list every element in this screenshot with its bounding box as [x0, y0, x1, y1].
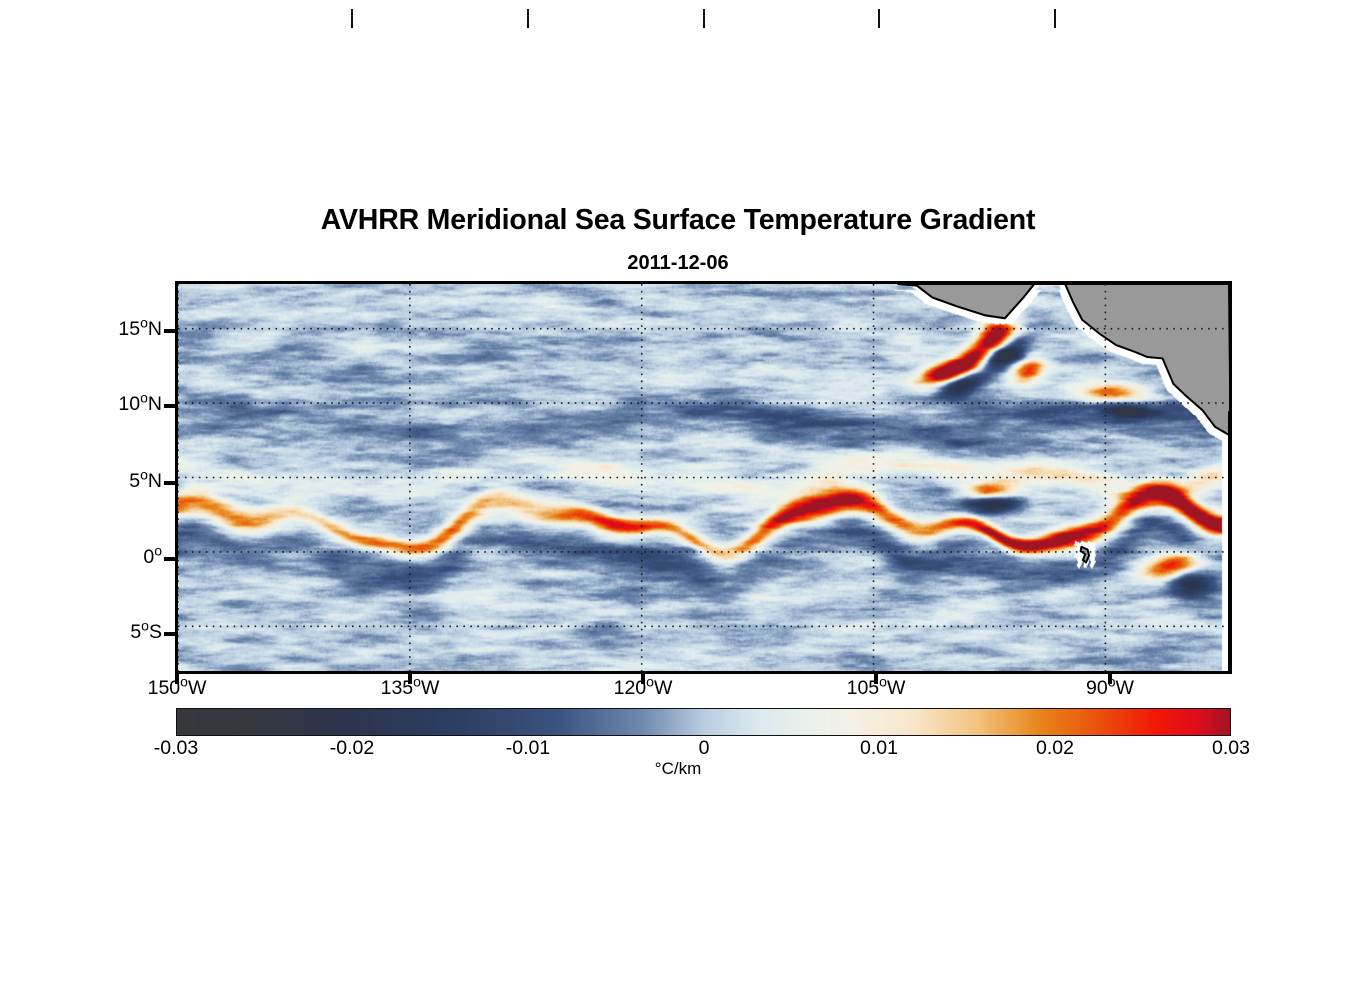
x-tick-mark	[874, 671, 878, 684]
colorbar-gradient	[176, 708, 1231, 736]
x-tick-mark	[1108, 671, 1112, 684]
y-tick-mark	[164, 632, 178, 636]
x-tick-label--120: 120oW	[613, 673, 673, 699]
y-tick-mark	[164, 481, 178, 485]
map-plot-area[interactable]	[175, 281, 1232, 674]
colorbar-tick-mark	[878, 9, 880, 28]
y-tick-label--5: 5oS	[130, 617, 162, 643]
colorbar-tick-label: 0.03	[1212, 737, 1250, 759]
y-tick-mark	[164, 329, 178, 333]
colorbar-tick-label: 0.02	[1036, 737, 1074, 759]
figure-date-subtitle: 2011-12-06	[627, 252, 729, 274]
colorbar-tick-label: -0.03	[153, 737, 199, 759]
y-tick-label-10: 10oN	[118, 389, 162, 415]
colorbar-units-label: °C/km	[654, 759, 702, 778]
y-tick-label-5: 5oN	[129, 466, 162, 492]
colorbar-tick-mark	[1054, 9, 1056, 28]
y-tick-mark	[164, 404, 178, 408]
page-title: AVHRR Meridional Sea Surface Temperature…	[320, 204, 1036, 236]
x-tick-label--135: 135oW	[380, 673, 440, 699]
colorbar-tick-mark	[527, 9, 529, 28]
y-tick-mark	[164, 557, 178, 561]
x-tick-mark	[408, 671, 412, 684]
x-tick-label--105: 105oW	[846, 673, 906, 699]
y-tick-label-15: 15oN	[118, 314, 162, 340]
x-tick-label--90: 90oW	[1086, 673, 1134, 699]
colorbar-tick-label: -0.02	[329, 737, 375, 759]
x-tick-label--150: 150oW	[147, 673, 207, 699]
colorbar-tick-label: 0	[698, 737, 710, 759]
sst-gradient-heatmap	[178, 284, 1229, 671]
colorbar-tick-label: -0.01	[505, 737, 551, 759]
colorbar-tick-mark	[351, 9, 353, 28]
colorbar-tick-mark	[703, 9, 705, 28]
x-tick-mark	[641, 671, 645, 684]
x-tick-mark	[175, 671, 179, 684]
colorbar[interactable]	[176, 708, 1231, 736]
colorbar-tick-label: 0.01	[860, 737, 898, 759]
y-tick-label-0: 0o	[143, 542, 162, 568]
